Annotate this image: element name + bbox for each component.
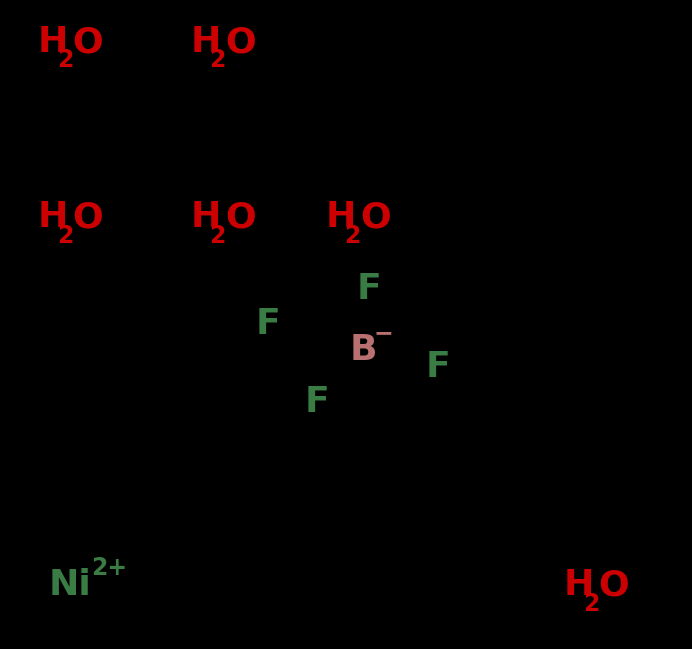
- Text: O: O: [599, 569, 629, 602]
- Text: H: H: [38, 25, 69, 59]
- Text: O: O: [225, 25, 255, 59]
- Text: B: B: [349, 334, 377, 367]
- Text: −: −: [374, 321, 394, 345]
- Text: O: O: [225, 201, 255, 234]
- Text: 2: 2: [583, 592, 599, 615]
- Text: H: H: [564, 569, 594, 602]
- Text: F: F: [356, 272, 381, 306]
- Text: 2: 2: [209, 49, 226, 72]
- Text: 2: 2: [344, 224, 361, 247]
- Text: F: F: [304, 386, 329, 419]
- Text: H: H: [190, 201, 221, 234]
- Text: 2: 2: [209, 224, 226, 247]
- Text: F: F: [426, 350, 450, 384]
- Text: Ni: Ni: [48, 569, 91, 602]
- Text: 2: 2: [57, 49, 73, 72]
- Text: O: O: [73, 25, 103, 59]
- Text: F: F: [256, 308, 281, 341]
- Text: 2: 2: [57, 224, 73, 247]
- Text: 2+: 2+: [91, 556, 127, 580]
- Text: H: H: [38, 201, 69, 234]
- Text: O: O: [360, 201, 390, 234]
- Text: H: H: [325, 201, 356, 234]
- Text: O: O: [73, 201, 103, 234]
- Text: H: H: [190, 25, 221, 59]
